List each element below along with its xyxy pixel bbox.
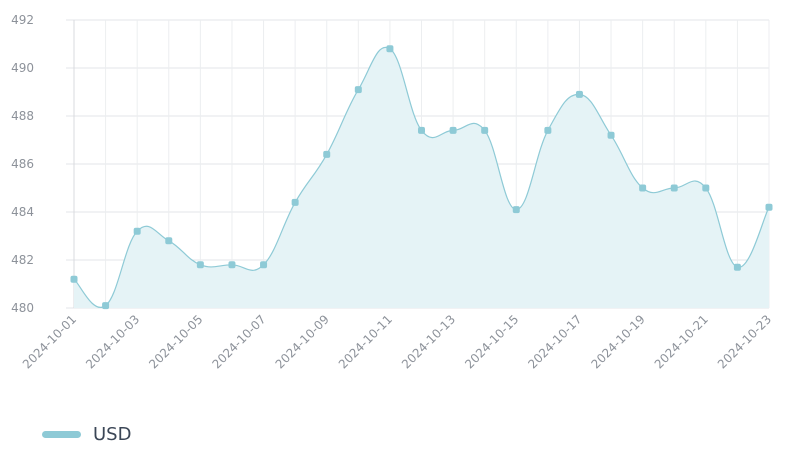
data-point[interactable] <box>291 198 299 206</box>
data-point[interactable] <box>702 184 710 192</box>
data-points <box>70 45 773 310</box>
y-tick-label: 490 <box>11 61 34 75</box>
data-point[interactable] <box>196 261 204 269</box>
y-tick-label: 488 <box>11 109 34 123</box>
data-point[interactable] <box>102 302 110 310</box>
data-point[interactable] <box>575 90 583 98</box>
data-point[interactable] <box>639 184 647 192</box>
legend-label-usd: USD <box>93 424 132 445</box>
x-tick-label: 2024-10-19 <box>589 312 648 371</box>
y-tick-label: 492 <box>11 13 34 27</box>
y-tick-label: 484 <box>11 205 34 219</box>
data-point[interactable] <box>228 261 236 269</box>
data-point[interactable] <box>70 275 78 283</box>
data-point[interactable] <box>449 126 457 134</box>
data-point[interactable] <box>260 261 268 269</box>
x-tick-label: 2024-10-09 <box>273 312 332 371</box>
series-area-usd <box>74 47 769 309</box>
y-tick-label: 486 <box>11 157 34 171</box>
data-point[interactable] <box>733 263 741 271</box>
legend-swatch-usd <box>42 431 81 438</box>
x-axis: 2024-10-01 2024-10-03 2024-10-05 2024-10-07… <box>20 312 774 371</box>
data-point[interactable] <box>765 203 773 211</box>
data-point[interactable] <box>354 86 362 94</box>
data-point[interactable] <box>418 126 425 134</box>
x-tick-label: 2024-10-15 <box>462 312 521 371</box>
data-point[interactable] <box>670 184 678 192</box>
x-tick-label: 2024-10-03 <box>83 312 142 371</box>
data-point[interactable] <box>133 227 141 235</box>
data-point[interactable] <box>386 45 394 53</box>
x-tick-label: 2024-10-01 <box>20 312 79 371</box>
x-tick-label: 2024-10-11 <box>336 312 395 371</box>
data-point[interactable] <box>544 126 552 134</box>
x-tick-label: 2024-10-13 <box>399 312 458 371</box>
data-point[interactable] <box>512 206 520 214</box>
data-point[interactable] <box>323 150 331 158</box>
data-point[interactable] <box>165 237 173 245</box>
y-tick-label: 480 <box>11 301 34 315</box>
x-tick-label: 2024-10-17 <box>525 312 584 371</box>
legend[interactable]: USD <box>42 424 131 445</box>
y-tick-label: 482 <box>11 253 34 267</box>
x-tick-label: 2024-10-21 <box>652 312 711 371</box>
data-point[interactable] <box>607 131 615 139</box>
data-point[interactable] <box>481 126 489 134</box>
x-tick-label: 2024-10-23 <box>715 312 774 371</box>
x-tick-label: 2024-10-07 <box>209 312 268 371</box>
x-tick-label: 2024-10-05 <box>146 312 205 371</box>
y-axis: 480 482 484 486 488 490 492 <box>11 13 34 315</box>
